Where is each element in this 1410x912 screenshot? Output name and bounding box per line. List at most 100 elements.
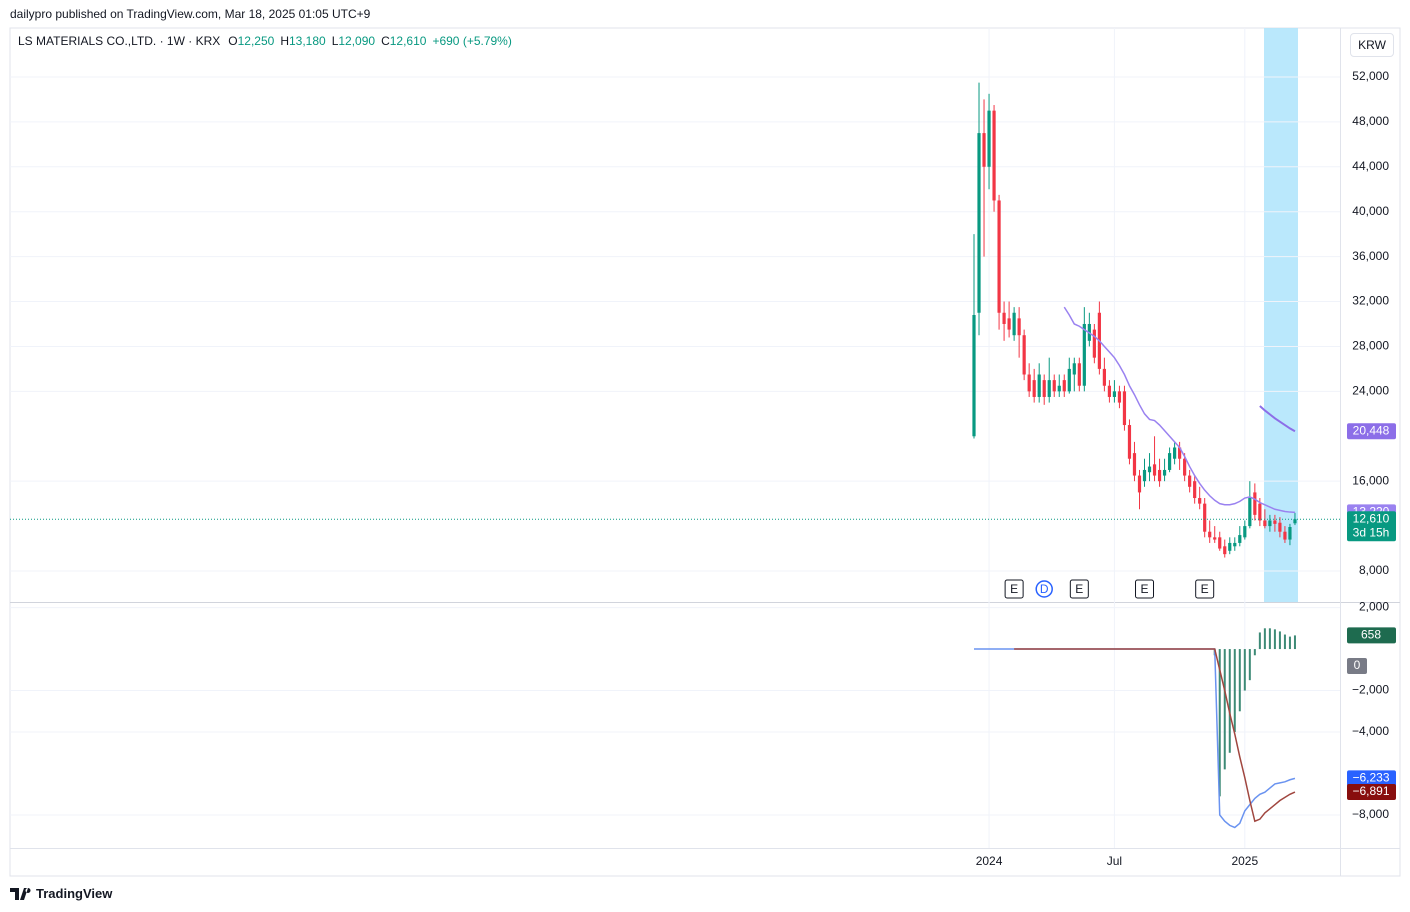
ohlc-key: C — [381, 34, 390, 48]
macd-last-label: −6,891 — [1352, 784, 1389, 798]
candle-body — [1067, 368, 1071, 392]
candle-body — [1263, 520, 1267, 527]
ohlc-value: 12,090 — [338, 34, 376, 48]
event-label: D — [1040, 582, 1049, 596]
candle-body — [1037, 374, 1041, 397]
histogram-bar — [1238, 649, 1241, 712]
candle-body — [982, 133, 986, 167]
y-tick-label: 2,000 — [1359, 600, 1389, 614]
histogram-bar — [1268, 628, 1271, 650]
y-tick-label: 44,000 — [1352, 159, 1389, 173]
candle-body — [1238, 535, 1242, 543]
zero-label: 0 — [1354, 658, 1361, 672]
candle-body — [1012, 312, 1016, 336]
y-tick-label: 8,000 — [1359, 563, 1389, 577]
candle-body — [1198, 498, 1202, 504]
y-tick-label: −8,000 — [1352, 807, 1389, 821]
histogram-bar — [1273, 629, 1276, 650]
brand: TradingView — [10, 886, 112, 901]
event-marker — [1035, 580, 1053, 598]
candle-body — [1077, 363, 1081, 386]
y-tick-label: 48,000 — [1352, 114, 1389, 128]
candle-body — [1183, 458, 1187, 476]
candle-body — [987, 110, 991, 167]
y-tick-label: 36,000 — [1352, 249, 1389, 263]
frame — [9, 27, 1401, 877]
event-label: E — [1075, 582, 1083, 596]
event-label: E — [1201, 582, 1209, 596]
candle-body — [1203, 503, 1207, 532]
candle-body — [1052, 380, 1056, 392]
histogram-bar — [1223, 649, 1226, 770]
ohlc-value: 12,250 — [237, 34, 275, 48]
y-tick-label: 32,000 — [1352, 294, 1389, 308]
candle-body — [1248, 498, 1252, 527]
event-label: E — [1141, 582, 1149, 596]
candle-body — [1042, 380, 1046, 397]
candle-body — [1157, 469, 1162, 482]
ohlc-value: 13,180 — [288, 34, 326, 48]
event-marker — [1135, 579, 1155, 599]
ohlc-value: 12,610 — [389, 34, 427, 48]
candle-body — [1057, 385, 1061, 392]
y-tick-label: 40,000 — [1352, 204, 1389, 218]
candle-body — [1278, 522, 1282, 532]
candle-body — [1112, 391, 1117, 397]
histogram-bar — [1228, 649, 1231, 753]
last-price-label: 12,610 — [1353, 511, 1390, 525]
candle-body — [1293, 519, 1297, 524]
candle-body — [1273, 520, 1277, 524]
candle-body — [1032, 380, 1036, 397]
candle-body — [972, 315, 976, 437]
histogram-bar — [1253, 649, 1256, 656]
candle-body — [1173, 447, 1177, 459]
ohlc-key: O — [228, 34, 238, 48]
candle-body — [1213, 537, 1217, 540]
zero-box — [1347, 658, 1367, 675]
candle-body — [1122, 391, 1127, 426]
candle-body — [1007, 318, 1011, 330]
x-tick-label: 2025 — [1231, 854, 1258, 868]
candle-body — [977, 133, 981, 313]
ohlc-key: H — [280, 34, 289, 48]
candle-body — [1082, 323, 1086, 386]
macd-last-label-box — [1347, 770, 1396, 787]
candle-body — [1022, 335, 1026, 375]
candle-body — [1243, 526, 1247, 538]
ohlc-key: L — [331, 34, 339, 48]
candle-body — [1258, 503, 1262, 521]
histogram-bar — [1243, 649, 1246, 691]
macd-line — [1014, 648, 1296, 823]
candle-body — [997, 200, 1001, 313]
histogram-last-label-box — [1347, 627, 1396, 644]
currency-button[interactable]: KRW — [1350, 33, 1394, 57]
symbol: LS MATERIALS CO.,LTD. · 1W · KRX — [18, 34, 221, 48]
event-marker — [1195, 579, 1215, 599]
y-tick-label: 28,000 — [1352, 339, 1389, 353]
histogram-bar — [1278, 631, 1281, 650]
candle-body — [1102, 368, 1106, 386]
candle-body — [1223, 546, 1227, 555]
histogram-bar — [1258, 632, 1261, 650]
candle-body — [1132, 453, 1137, 476]
histogram-bar — [1233, 649, 1236, 733]
candle-body — [1072, 363, 1076, 375]
brand-name: TradingView — [36, 886, 113, 901]
candle-body — [1288, 526, 1292, 540]
moving-average — [1259, 405, 1296, 433]
candle-body — [1167, 453, 1172, 470]
brand-logo — [10, 887, 31, 900]
histogram-bar — [1248, 649, 1251, 681]
candle-body — [1178, 447, 1182, 459]
candle-body — [1268, 520, 1272, 527]
publisher: dailypro published on TradingView.com, M… — [10, 7, 371, 21]
candle-body — [1218, 537, 1222, 549]
candle-body — [1228, 542, 1232, 551]
event-marker — [1069, 579, 1089, 599]
candle-body — [1152, 464, 1157, 476]
candle-body — [1188, 475, 1192, 487]
histogram-bar — [1288, 636, 1291, 650]
candle-body — [1002, 312, 1006, 324]
event-label: E — [1010, 582, 1018, 596]
